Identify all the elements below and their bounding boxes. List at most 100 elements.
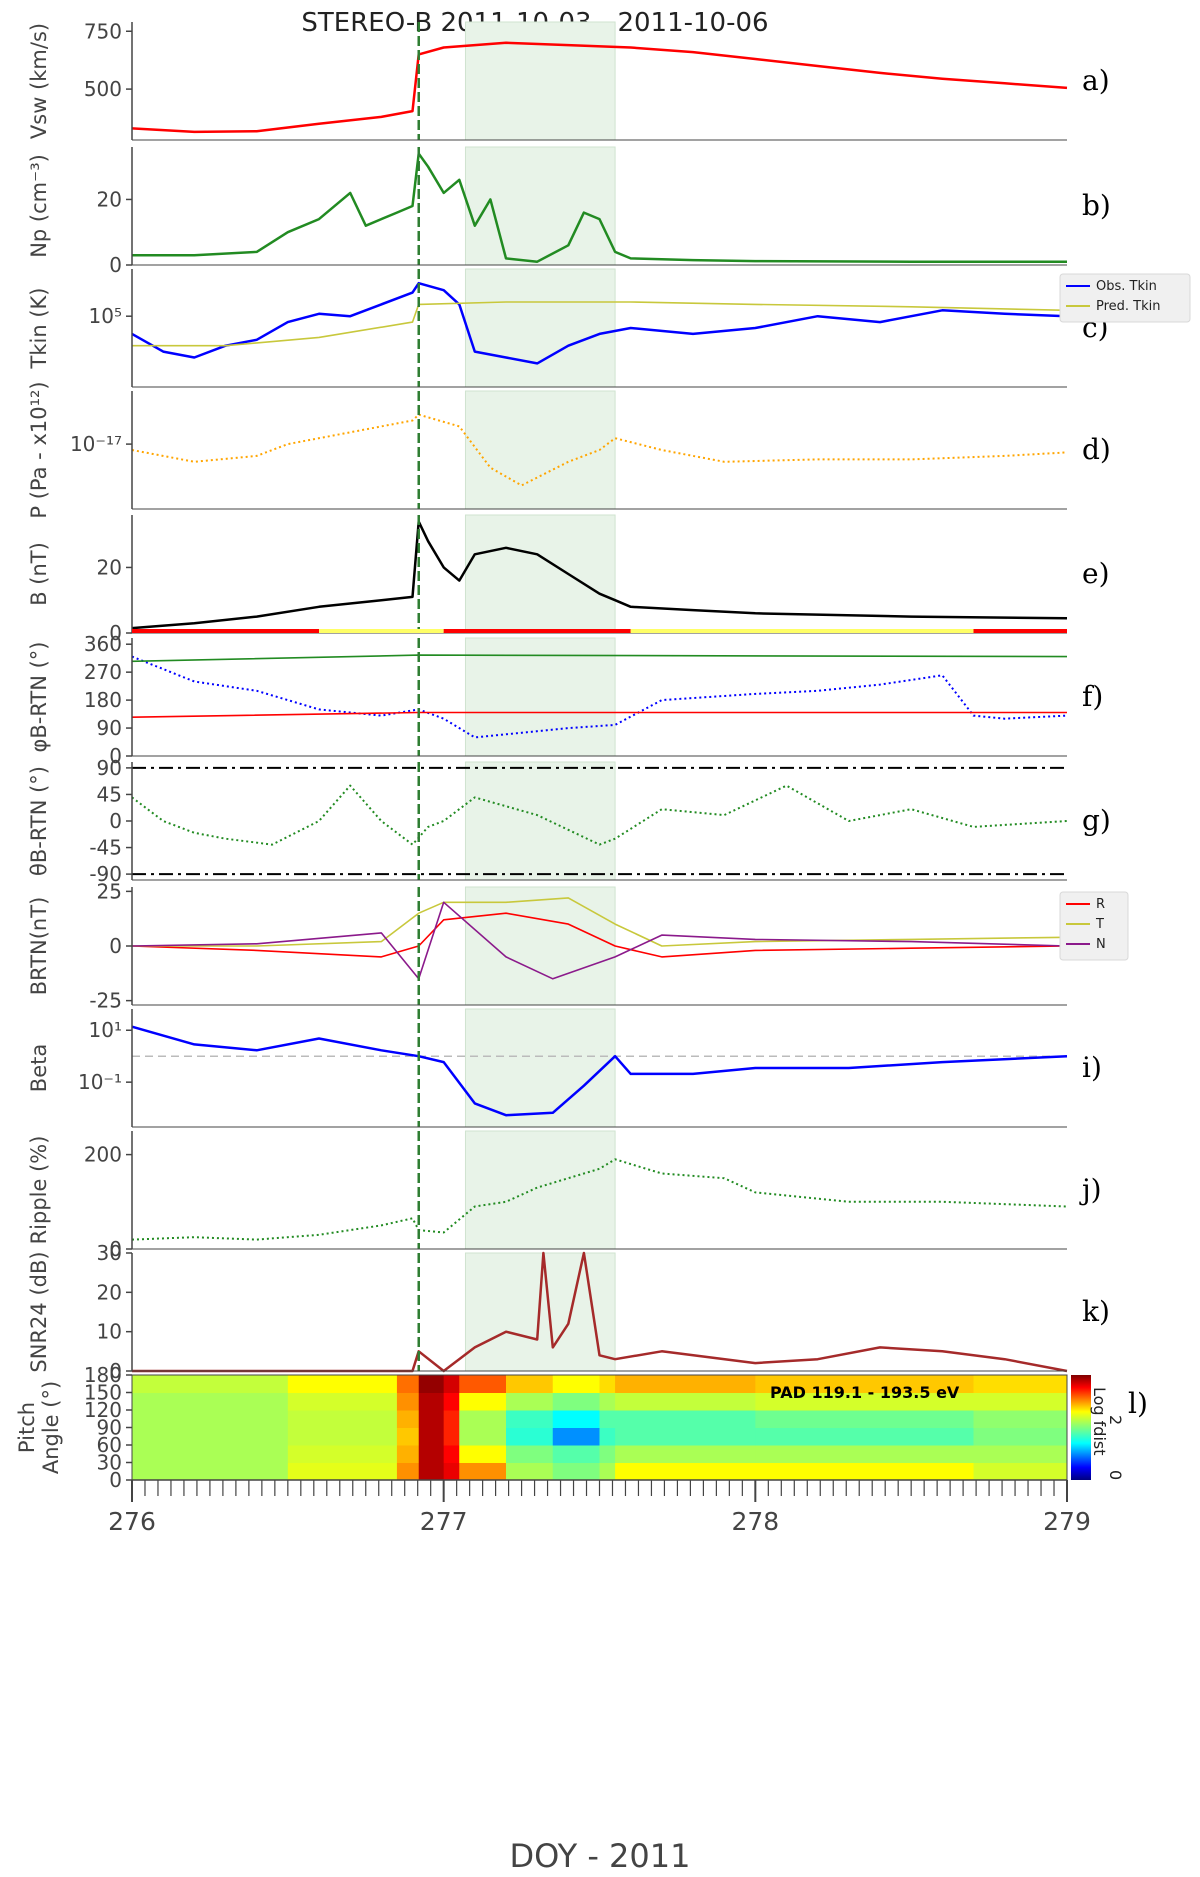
heatmap-cell — [506, 1462, 554, 1481]
panel-tag-k: k) — [1082, 1295, 1110, 1328]
sw-type-bar — [443, 629, 631, 633]
heatmap-cell — [755, 1392, 974, 1411]
heatmap-cell — [552, 1375, 600, 1393]
colorbar-label: Log fdist — [1090, 1387, 1109, 1456]
heatmap-cell — [418, 1462, 445, 1481]
heatmap-cell — [287, 1392, 398, 1411]
heatmap-cell — [396, 1392, 420, 1411]
series-b-np — [132, 152, 1067, 263]
panel-e: 0 20 B (nT) e) — [27, 514, 1110, 645]
heatmap-cell — [459, 1392, 507, 1411]
shaded-interval-d — [464, 390, 616, 510]
legend-label: Obs. Tkin — [1096, 279, 1157, 294]
y-tick-label-f: 360 — [84, 632, 122, 656]
heatmap-y-tick-label: 90 — [97, 1416, 122, 1440]
series-c-pred-tkin — [132, 301, 1068, 347]
panel-tag-j: j) — [1079, 1173, 1102, 1206]
heatmap-cell — [396, 1410, 420, 1428]
heatmap-cell — [418, 1392, 445, 1411]
series-d-p — [131, 413, 1068, 487]
y-axis-label-j: Ripple (%) — [27, 1136, 51, 1245]
heatmap-cell — [599, 1445, 616, 1463]
y-axis-label-f: φB-RTN (°) — [27, 642, 51, 753]
series-k-snr — [132, 1251, 1068, 1373]
heatmap-cell — [552, 1392, 600, 1411]
heatmap-y-tick-label: 0 — [109, 1468, 122, 1492]
heatmap-cell — [599, 1375, 616, 1393]
heatmap-cell — [973, 1392, 1068, 1411]
shaded-interval-e — [464, 514, 616, 634]
shaded-interval-c — [464, 268, 616, 388]
y-tick-label-a: 750 — [84, 19, 122, 43]
heatmap-cell — [615, 1445, 756, 1463]
heatmap-y-tick-label: 150 — [84, 1381, 122, 1405]
heatmap-cell — [973, 1427, 1068, 1446]
y-tick-label-k: 20 — [97, 1280, 122, 1304]
y-tick-label-f: 0 — [109, 744, 122, 768]
heatmap-cell — [973, 1410, 1068, 1428]
y-tick-label-h: 0 — [109, 934, 122, 958]
heatmap-cell — [418, 1375, 445, 1393]
shaded-interval-h — [464, 886, 616, 1006]
panel-i: 10⁻¹ 10¹ Beta i) — [27, 1008, 1102, 1128]
series-c-obs-tkin — [131, 281, 1068, 365]
legend-h: RTN — [1059, 891, 1129, 961]
heatmap-y-label-line2: Angle (°) — [39, 1381, 63, 1474]
heatmap-cell — [132, 1375, 289, 1393]
x-tick-label: 278 — [731, 1507, 779, 1536]
x-axis-label: DOY - 2011 — [510, 1837, 691, 1875]
heatmap-cell — [599, 1410, 616, 1428]
colorbar-tick-label: 0 — [1106, 1470, 1125, 1480]
x-tick-label: 277 — [420, 1507, 468, 1536]
heatmap-cell — [599, 1427, 616, 1446]
heatmap-cell — [132, 1462, 289, 1481]
shaded-interval-g — [464, 761, 616, 881]
series-f-phi — [131, 655, 1068, 739]
heatmap-cell — [615, 1410, 756, 1428]
panel-a: 500 750 Vsw (km/s) a) — [27, 19, 1110, 141]
heatmap-cell — [132, 1445, 289, 1463]
heatmap-cell — [396, 1375, 420, 1393]
y-tick-label-h: -25 — [89, 989, 122, 1013]
legend-box — [1059, 891, 1129, 961]
heatmap-cell — [396, 1427, 420, 1446]
series-g-theta — [131, 784, 1068, 846]
panel-tag-l: l) — [1128, 1387, 1148, 1420]
heatmap-cell — [506, 1375, 554, 1393]
y-axis-label-g: θB-RTN (°) — [27, 766, 51, 876]
series-h-n — [131, 901, 1068, 980]
legend-label: R — [1096, 897, 1105, 912]
series-h-t — [132, 897, 1068, 947]
heatmap-cell — [599, 1392, 616, 1411]
shaded-interval-f — [464, 637, 616, 757]
y-tick-label-g: 45 — [97, 782, 122, 806]
heatmap-cell — [755, 1462, 974, 1481]
y-tick-label-j: 200 — [84, 1143, 122, 1167]
heatmap-cell — [755, 1445, 974, 1463]
colorbar — [1071, 1375, 1091, 1480]
heatmap-cell — [459, 1427, 507, 1446]
heatmap-cell — [552, 1427, 600, 1446]
sw-type-bar — [319, 629, 444, 633]
heatmap-cell — [973, 1445, 1068, 1463]
x-axis: 276 277 278 279 — [108, 1479, 1091, 1536]
heatmap-y-label-line1: Pitch — [15, 1402, 39, 1453]
heatmap-cell — [418, 1427, 445, 1446]
y-axis-label-b: Np (cm⁻³) — [27, 154, 51, 258]
heatmap-cell — [615, 1375, 756, 1393]
panel-tag-i: i) — [1082, 1051, 1102, 1084]
panel-j: 0 200 Ripple (%) j) — [27, 1130, 1102, 1261]
shaded-interval-i — [464, 1008, 616, 1128]
y-tick-label-f: 270 — [84, 660, 122, 684]
colorbar-tick-label: 2 — [1106, 1415, 1125, 1425]
y-axis-label-d: P (Pa - x10¹²) — [27, 381, 51, 518]
panel-tag-b: b) — [1082, 189, 1111, 222]
heatmap-cell — [552, 1410, 600, 1428]
heatmap-cell — [287, 1427, 398, 1446]
heatmap-cell — [755, 1427, 974, 1446]
sw-type-bar — [132, 629, 319, 633]
y-axis-label-e: B (nT) — [27, 542, 51, 606]
